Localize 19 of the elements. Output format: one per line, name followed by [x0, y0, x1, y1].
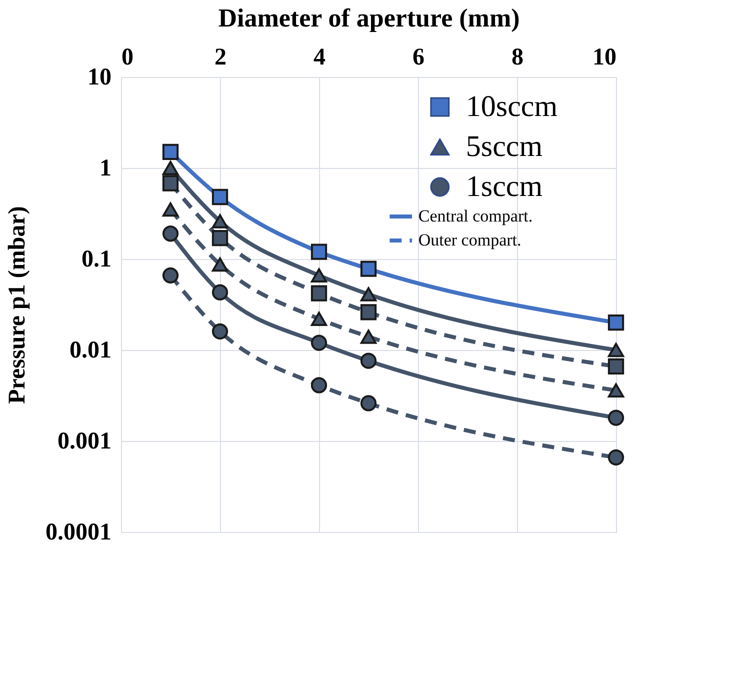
y-tick-label: 0.01 — [70, 338, 112, 364]
x-tick-label: 10 — [592, 44, 616, 70]
annotation: Central compart. — [418, 206, 533, 226]
x-axis-title: Diameter of aperture (mm) — [218, 4, 520, 32]
y-tick-label: 0.001 — [58, 428, 112, 454]
x-tick-label: 8 — [512, 44, 524, 70]
x-tick-label: 6 — [412, 44, 424, 70]
legend-label: 5sccm — [466, 130, 543, 163]
x-tick-label: 4 — [314, 44, 326, 70]
y-tick-label: 0.0001 — [46, 520, 112, 546]
annotation: Outer compart. — [418, 230, 522, 250]
y-axis-title: Pressure p1 (mbar) — [4, 206, 30, 404]
legend-label: 1sccm — [466, 170, 543, 203]
y-tick-label: 10 — [88, 64, 112, 90]
x-tick-label: 0 — [122, 44, 134, 70]
legend-label: 10sccm — [466, 90, 558, 123]
y-tick-label: 0.1 — [82, 246, 112, 272]
x-tick-label: 2 — [214, 44, 226, 70]
y-tick-label: 1 — [100, 156, 112, 182]
